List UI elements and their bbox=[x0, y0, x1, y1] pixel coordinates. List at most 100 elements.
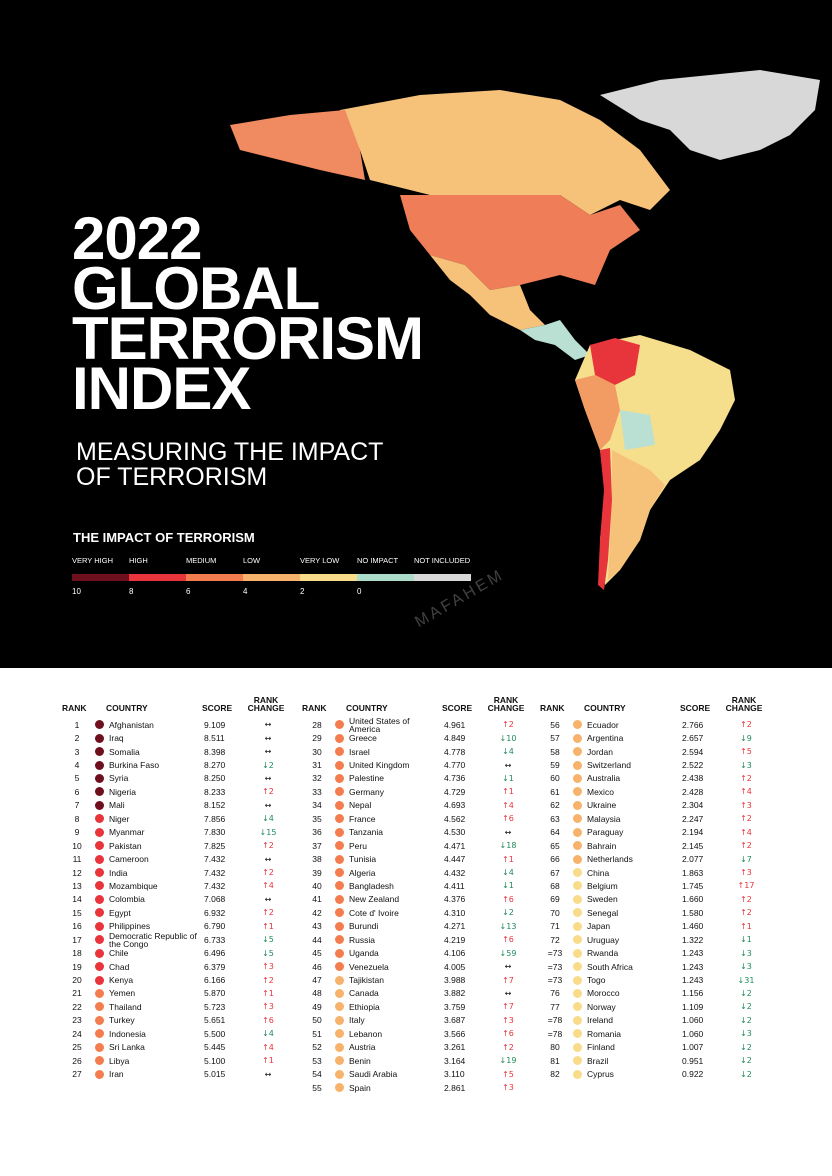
country: Chile bbox=[109, 948, 129, 959]
dot-cell bbox=[573, 1027, 582, 1040]
table-row: 39 Algeria 4.432 ↓4 bbox=[302, 866, 530, 879]
impact-dot bbox=[335, 800, 344, 810]
dot-cell bbox=[335, 906, 344, 919]
impact-dot bbox=[95, 908, 104, 918]
country: Peru bbox=[349, 840, 367, 851]
dot-cell bbox=[335, 920, 344, 933]
score: 4.271 bbox=[444, 921, 466, 932]
country: Palestine bbox=[349, 773, 384, 784]
impact-dot bbox=[335, 1029, 344, 1039]
country: Chad bbox=[109, 961, 130, 972]
table-row: 58 Jordan 2.594 ↑5 bbox=[540, 745, 768, 758]
country: Uruguay bbox=[587, 934, 620, 945]
dot-cell bbox=[95, 812, 104, 825]
rank-change: ↓4 bbox=[502, 868, 514, 878]
impact-dot bbox=[573, 1029, 582, 1039]
impact-dot bbox=[573, 733, 582, 743]
dot-cell bbox=[573, 852, 582, 865]
country: Australia bbox=[587, 773, 621, 784]
country: Sri Lanka bbox=[109, 1042, 145, 1053]
table-row: =78 Ireland 1.060 ↓2 bbox=[540, 1014, 768, 1027]
rank: 25 bbox=[72, 1042, 82, 1053]
score: 4.736 bbox=[444, 773, 466, 784]
impact-dot bbox=[335, 881, 344, 891]
country: South Africa bbox=[587, 961, 633, 972]
table-row: 62 Ukraine 2.304 ↑3 bbox=[540, 799, 768, 812]
rank: 46 bbox=[312, 961, 322, 972]
impact-dot bbox=[95, 935, 104, 945]
score: 2.428 bbox=[682, 786, 704, 797]
dot-cell bbox=[573, 893, 582, 906]
score: 1.460 bbox=[682, 921, 704, 932]
legend: VERY HIGH HIGH MEDIUM LOW VERY LOW NO IMPACT N… bbox=[72, 556, 472, 600]
impact-dot bbox=[335, 962, 344, 972]
legend-scale-label: 10 bbox=[72, 587, 81, 596]
country: Malaysia bbox=[587, 813, 621, 824]
impact-dot bbox=[95, 787, 104, 797]
table-row: 3 Somalia 8.398 ↔ bbox=[62, 745, 290, 758]
rank-change: ↓2 bbox=[740, 1042, 752, 1052]
rank-change: ↑1 bbox=[262, 1056, 274, 1066]
dot-cell bbox=[95, 1000, 104, 1013]
ranking-table: RANK COUNTRY SCORE RANK CHANGE 1 Afghanistan 9… bbox=[62, 688, 290, 1081]
dot-cell bbox=[335, 785, 344, 798]
rank: 48 bbox=[312, 988, 322, 999]
table-row: 16 Philippines 6.790 ↑1 bbox=[62, 920, 290, 933]
score: 0.922 bbox=[682, 1069, 704, 1080]
score: 4.729 bbox=[444, 786, 466, 797]
rank: 2 bbox=[74, 733, 80, 744]
hero: 2022 GLOBAL TERRORISM INDEX MEASURING THE I… bbox=[0, 0, 832, 668]
rank: 8 bbox=[74, 813, 80, 824]
rank-change: ↓4 bbox=[502, 747, 514, 757]
dot-cell bbox=[95, 973, 104, 986]
column-header: COUNTRY bbox=[106, 703, 148, 713]
score: 1.660 bbox=[682, 894, 704, 905]
impact-dot bbox=[573, 773, 582, 783]
rank-change: ↓1 bbox=[502, 773, 514, 783]
score: 1.863 bbox=[682, 867, 704, 878]
country: Nepal bbox=[349, 800, 372, 811]
score: 4.770 bbox=[444, 760, 466, 771]
rank-change: ↑2 bbox=[740, 894, 752, 904]
table-row: 13 Mozambique 7.432 ↑4 bbox=[62, 879, 290, 892]
country: Benin bbox=[349, 1055, 371, 1066]
table-row: 48 Canada 3.882 ↔ bbox=[302, 987, 530, 1000]
rank: 53 bbox=[312, 1055, 322, 1066]
rank-change: ↑1 bbox=[502, 787, 514, 797]
rank: 77 bbox=[550, 1001, 560, 1012]
table-row: 29 Greece 4.849 ↓10 bbox=[302, 731, 530, 744]
country: Libya bbox=[109, 1055, 130, 1066]
rank-change: ↑3 bbox=[740, 800, 752, 810]
rank-change: ↓2 bbox=[740, 1056, 752, 1066]
table-row: 6 Nigeria 8.233 ↑2 bbox=[62, 785, 290, 798]
score: 6.166 bbox=[204, 975, 226, 986]
rank: 56 bbox=[550, 719, 560, 730]
subtitle-line: OF TERRORISM bbox=[76, 463, 268, 491]
rank-change: ↑1 bbox=[740, 921, 752, 931]
table-header: RANK COUNTRY SCORE RANK CHANGE bbox=[62, 688, 290, 718]
rank: 6 bbox=[74, 786, 80, 797]
rank: 80 bbox=[550, 1042, 560, 1053]
score: 6.733 bbox=[204, 934, 226, 945]
dot-cell bbox=[335, 1000, 344, 1013]
dot-cell bbox=[335, 826, 344, 839]
country: Saudi Arabia bbox=[349, 1069, 398, 1080]
table-row: 57 Argentina 2.657 ↓9 bbox=[540, 731, 768, 744]
table-row: 24 Indonesia 5.500 ↓4 bbox=[62, 1027, 290, 1040]
rank: 9 bbox=[74, 827, 80, 838]
table-row: 12 India 7.432 ↑2 bbox=[62, 866, 290, 879]
rank-change: ↑17 bbox=[737, 881, 755, 891]
score: 1.243 bbox=[682, 948, 704, 959]
country: New Zealand bbox=[349, 894, 400, 905]
table-row: 52 Austria 3.261 ↑2 bbox=[302, 1041, 530, 1054]
rank: 65 bbox=[550, 840, 560, 851]
rank: 19 bbox=[72, 961, 82, 972]
rank: 29 bbox=[312, 733, 322, 744]
table-row: 8 Niger 7.856 ↓4 bbox=[62, 812, 290, 825]
table-row: 50 Italy 3.687 ↑3 bbox=[302, 1014, 530, 1027]
region bbox=[590, 338, 640, 385]
column-header: RANK bbox=[62, 703, 87, 713]
column-header: SCORE bbox=[442, 703, 473, 713]
rank-change: ↑6 bbox=[502, 935, 514, 945]
rank-change: ↓18 bbox=[499, 841, 517, 851]
